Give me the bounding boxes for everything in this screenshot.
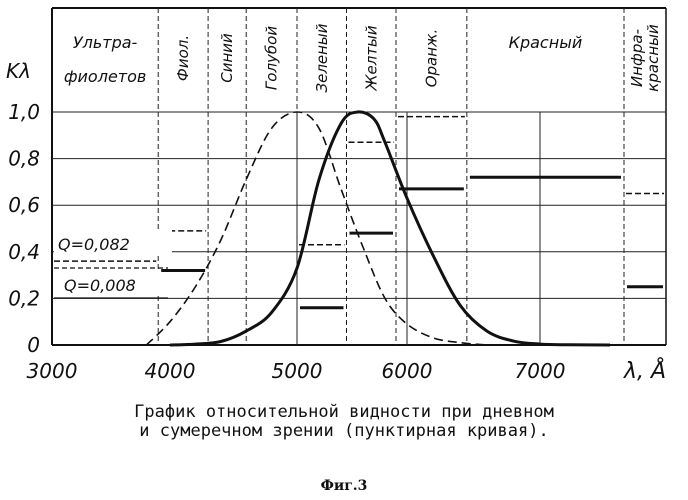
- band-label: Зеленый: [313, 23, 331, 92]
- annotation-background: [54, 272, 172, 296]
- daylight-vision-curve: [169, 110, 611, 347]
- y-tick-label: 0: [27, 333, 40, 357]
- band-label: фиолетов: [64, 67, 146, 86]
- band-label: красный: [644, 24, 662, 92]
- twilight-vision-curve: [145, 111, 487, 346]
- x-tick-label: 6000: [382, 359, 433, 383]
- y-tick-label: 0,6: [8, 193, 40, 217]
- x-tick-label: 7000: [515, 359, 566, 383]
- caption-line-2: и сумеречном зрении (пунктирная кривая).: [139, 421, 549, 441]
- band-label: Фиол.: [174, 35, 192, 81]
- annotation-q-photopic: Q=0,082: [58, 235, 130, 254]
- band-label: Голубой: [263, 26, 281, 90]
- band-label: Синий: [218, 33, 236, 83]
- y-tick-label: 0,4: [8, 240, 40, 264]
- x-tick-label: 5000: [272, 359, 323, 383]
- band-label: Оранж.: [422, 29, 440, 88]
- band-label: Желтый: [362, 25, 380, 92]
- figure-label: Фиг.3: [320, 478, 368, 494]
- x-tick-label: 3000: [27, 359, 78, 383]
- caption-line-1: График относительной видности при дневно…: [134, 402, 554, 422]
- band-label: Ультра-: [73, 33, 138, 52]
- y-tick-label: 0,2: [8, 286, 40, 310]
- x-tick-label: 4000: [145, 359, 196, 383]
- y-tick-label: 0,8: [8, 147, 40, 171]
- band-label: Красный: [509, 33, 583, 52]
- annotation-background: [54, 230, 172, 254]
- annotation-q-scotopic: Q=0,008: [64, 276, 136, 295]
- y-tick-label: 1,0: [8, 100, 40, 124]
- band-label: Инфра-: [628, 29, 646, 87]
- visibility-chart: Ультра-фиолетов Фиол. Синий Голубой Зеленый Ж…: [6, 7, 667, 384]
- x-axis-label: λ, Å: [623, 357, 666, 384]
- y-axis-label: Kλ: [6, 59, 31, 83]
